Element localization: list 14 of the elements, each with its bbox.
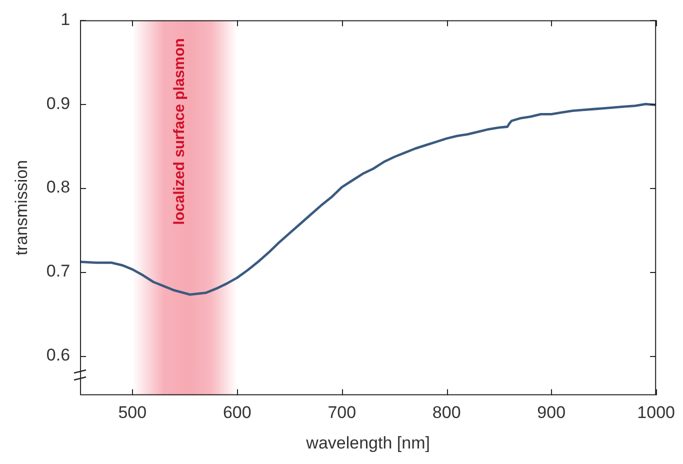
- y-tick-label: 0.6: [46, 345, 70, 364]
- x-tick-label: 1000: [637, 403, 676, 422]
- x-tick-label: 600: [222, 403, 252, 422]
- x-tick-label: 900: [537, 403, 566, 422]
- y-tick-label: 0.7: [46, 262, 70, 281]
- x-tick-label: 800: [432, 403, 461, 422]
- y-tick-label: 1: [60, 10, 70, 29]
- y-axis-title: transmission: [12, 160, 31, 256]
- x-axis-title: wavelength [nm]: [305, 433, 430, 452]
- y-tick-label: 0.9: [46, 94, 70, 113]
- x-tick-label: 700: [328, 403, 356, 422]
- y-tick-label: 0.8: [46, 178, 70, 197]
- x-tick-label: 500: [118, 403, 147, 422]
- band-label: localized surface plasmon: [170, 38, 188, 225]
